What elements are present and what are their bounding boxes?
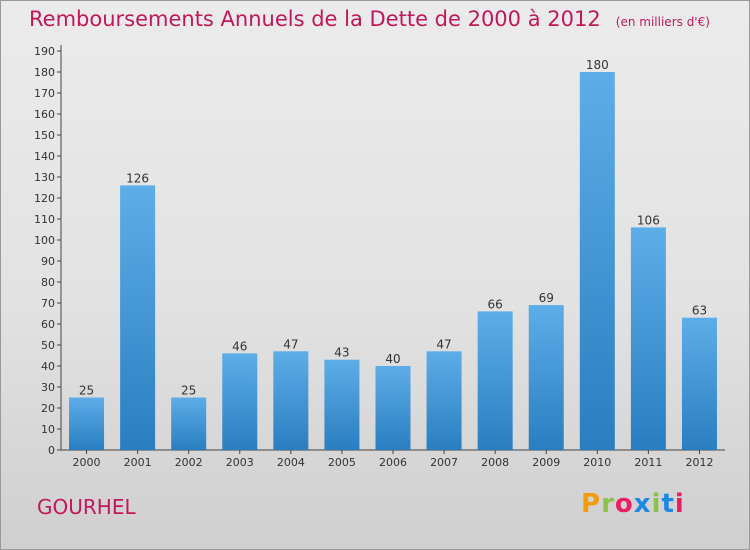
bar-2001 xyxy=(120,185,156,450)
title-row: Remboursements Annuels de la Dette de 20… xyxy=(29,7,710,31)
bar-2009 xyxy=(528,305,564,450)
bar-2003 xyxy=(222,353,258,450)
bar-2005 xyxy=(324,359,360,450)
x-tick-label-2009: 2009 xyxy=(532,456,560,469)
bar-2008 xyxy=(477,311,513,450)
y-tick-label: 50 xyxy=(41,339,55,352)
x-tick-label-2006: 2006 xyxy=(379,456,407,469)
bar-2012 xyxy=(681,317,717,450)
data-label-2007: 47 xyxy=(436,337,451,351)
chart-unit: (en milliers d'€) xyxy=(615,15,710,29)
proxiti-logo: Proxiti xyxy=(581,489,685,519)
x-tick-label-2007: 2007 xyxy=(430,456,458,469)
y-tick-label: 40 xyxy=(41,360,55,373)
x-tick-label-2001: 2001 xyxy=(124,456,152,469)
y-tick-label: 80 xyxy=(41,276,55,289)
y-tick-label: 130 xyxy=(34,171,55,184)
y-tick-label: 70 xyxy=(41,297,55,310)
bar-2002 xyxy=(171,397,207,450)
data-label-2006: 40 xyxy=(385,352,400,366)
x-tick-label-2008: 2008 xyxy=(481,456,509,469)
x-tick-label-2010: 2010 xyxy=(583,456,611,469)
data-label-2001: 126 xyxy=(126,171,149,185)
data-label-2010: 180 xyxy=(586,58,609,72)
data-label-2002: 25 xyxy=(181,384,196,398)
data-label-2011: 106 xyxy=(637,213,660,227)
y-tick-label: 120 xyxy=(34,192,55,205)
y-tick-label: 110 xyxy=(34,213,55,226)
y-tick-label: 150 xyxy=(34,129,55,142)
logo-letter: x xyxy=(633,489,652,519)
data-label-2004: 47 xyxy=(283,337,298,351)
logo-letter: i xyxy=(651,489,662,519)
data-label-2012: 63 xyxy=(692,304,707,318)
y-tick-label: 180 xyxy=(34,66,55,79)
logo-letter: t xyxy=(661,489,675,519)
x-tick-label-2012: 2012 xyxy=(685,456,713,469)
data-label-2003: 46 xyxy=(232,339,247,353)
logo-letter: i xyxy=(674,489,685,519)
logo-letter: P xyxy=(581,489,602,519)
data-label-2009: 69 xyxy=(539,291,554,305)
logo-letter: r xyxy=(601,489,615,519)
data-label-2008: 66 xyxy=(488,297,503,311)
y-tick-label: 60 xyxy=(41,318,55,331)
data-label-2005: 43 xyxy=(334,346,349,360)
y-tick-label: 160 xyxy=(34,108,55,121)
bar-2004 xyxy=(273,351,309,450)
bar-2007 xyxy=(426,351,462,450)
logo-letter: o xyxy=(614,489,634,519)
y-tick-label: 140 xyxy=(34,150,55,163)
bar-2006 xyxy=(375,366,411,450)
y-tick-label: 20 xyxy=(41,402,55,415)
x-tick-label-2005: 2005 xyxy=(328,456,356,469)
y-tick-label: 0 xyxy=(48,444,55,457)
x-tick-label-2004: 2004 xyxy=(277,456,305,469)
y-tick-label: 100 xyxy=(34,234,55,247)
y-tick-label: 10 xyxy=(41,423,55,436)
x-tick-label-2000: 2000 xyxy=(73,456,101,469)
x-tick-label-2011: 2011 xyxy=(634,456,662,469)
y-tick-label: 190 xyxy=(34,45,55,58)
y-tick-label: 170 xyxy=(34,87,55,100)
bar-2000 xyxy=(69,397,105,450)
y-tick-label: 90 xyxy=(41,255,55,268)
bar-2010 xyxy=(579,72,615,450)
commune-name: GOURHEL xyxy=(37,495,136,519)
x-tick-label-2003: 2003 xyxy=(226,456,254,469)
x-tick-label-2002: 2002 xyxy=(175,456,203,469)
y-tick-label: 30 xyxy=(41,381,55,394)
data-label-2000: 25 xyxy=(79,384,94,398)
bar-2011 xyxy=(630,227,666,450)
chart-title: Remboursements Annuels de la Dette de 20… xyxy=(29,7,601,31)
